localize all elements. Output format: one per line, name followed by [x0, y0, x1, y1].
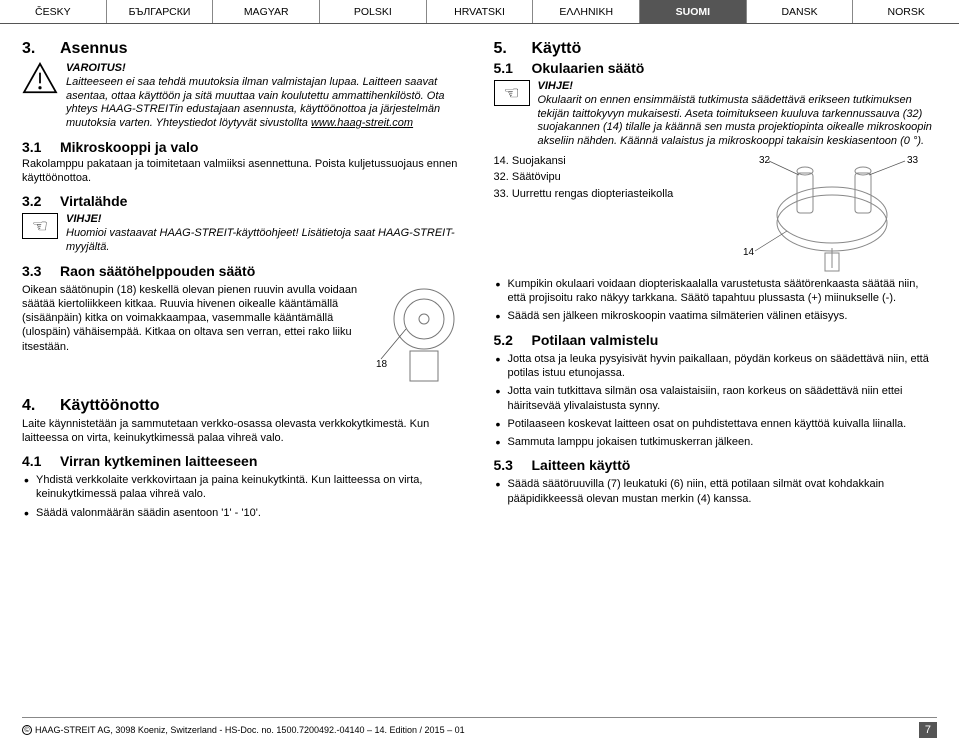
list-item: Jotta vain tutkittava silmän osa valaist… [494, 384, 938, 413]
ocular-diagram: 32 33 14 [737, 153, 937, 273]
tab-dansk[interactable]: DANSK [746, 0, 853, 23]
text-4: Laite käynnistetään ja sammutetaan verkk… [22, 417, 466, 446]
tab-suomi[interactable]: SUOMI [639, 0, 746, 23]
list-4-1: Yhdistä verkkolaite verkkovirtaan ja pai… [22, 473, 466, 520]
language-tabs: ČESKY БЪЛГАРСКИ MAGYAR POLSKI HRVATSKI Ε… [0, 0, 959, 24]
list-item: Säädä sen jälkeen mikroskoopin vaatima s… [494, 309, 938, 323]
list-5-2: Jotta otsa ja leuka pysyisivät hyvin pai… [494, 352, 938, 450]
section-3-3: Oikean säätönupin (18) keskellä olevan p… [22, 281, 466, 391]
part-labels: 14. Suojakansi 32. Säätövipu 33. Uurrett… [494, 153, 728, 203]
heading-3: 3.Asennus [22, 40, 466, 58]
hint-block-3-2: ☜ VIHJE! Huomioi vastaavat HAAG-STREIT-k… [22, 213, 466, 254]
text-3-3: Oikean säätönupin (18) keskellä olevan p… [22, 283, 366, 385]
tab-norsk[interactable]: NORSK [852, 0, 959, 23]
warning-text: VAROITUS! Laitteeseen ei saa tehdä muuto… [66, 62, 466, 131]
knob-diagram: 18 [376, 281, 466, 391]
label-33: 33 [907, 155, 919, 166]
list-5-3: Säädä säätöruuvilla (7) leukatuki (6) ni… [494, 477, 938, 506]
copyright-icon: © [22, 725, 32, 735]
hint-text: VIHJE! Huomioi vastaavat HAAG-STREIT-käy… [66, 213, 466, 254]
tab-cesky[interactable]: ČESKY [0, 0, 106, 23]
footer: © HAAG-STREIT AG, 3098 Koeniz, Switzerla… [22, 717, 937, 738]
tab-magyar[interactable]: MAGYAR [212, 0, 319, 23]
tab-bulgarian[interactable]: БЪЛГАРСКИ [106, 0, 213, 23]
label-14: 14 [743, 247, 755, 258]
heading-4-1: 4.1Virran kytkeminen laitteeseen [22, 453, 466, 469]
text-3-1: Rakolamppu pakataan ja toimitetaan valmi… [22, 157, 466, 186]
warning-icon [22, 62, 58, 94]
heading-4: 4.Käyttöönotto [22, 397, 466, 415]
heading-5-3: 5.3Laitteen käyttö [494, 457, 938, 473]
label-18: 18 [376, 359, 388, 370]
page-body: 3.Asennus VAROITUS! Laitteeseen ei saa t… [0, 24, 959, 524]
heading-3-2: 3.2Virtalähde [22, 193, 466, 209]
page-number: 7 [919, 722, 937, 738]
tab-greek[interactable]: ΕΛΛΗΝΙΚΗ [532, 0, 639, 23]
label-32: 32 [759, 155, 771, 166]
list-item: Kumpikin okulaari voidaan diopteriskaala… [494, 277, 938, 306]
list-item: Säädä valonmäärän säädin asentoon '1' - … [22, 506, 466, 520]
heading-5: 5.Käyttö [494, 40, 938, 58]
heading-5-1: 5.1Okulaarien säätö [494, 60, 938, 76]
list-item: Potilaaseen koskevat laitteen osat on pu… [494, 417, 938, 431]
list-item: Jotta otsa ja leuka pysyisivät hyvin pai… [494, 352, 938, 381]
tab-hrvatski[interactable]: HRVATSKI [426, 0, 533, 23]
list-5-1: Kumpikin okulaari voidaan diopteriskaala… [494, 277, 938, 324]
link-haag-streit[interactable]: www.haag-streit.com [311, 117, 413, 129]
hint-icon: ☜ [494, 80, 530, 106]
list-item: Yhdistä verkkolaite verkkovirtaan ja pai… [22, 473, 466, 502]
heading-3-1: 3.1Mikroskooppi ja valo [22, 139, 466, 155]
heading-3-3: 3.3Raon säätöhelppouden säätö [22, 263, 466, 279]
hint-text-5-1: VIHJE! Okulaarit on ennen ensimmäistä tu… [538, 80, 938, 149]
hint-block-5-1: ☜ VIHJE! Okulaarit on ennen ensimmäistä … [494, 80, 938, 149]
list-item: Säädä säätöruuvilla (7) leukatuki (6) ni… [494, 477, 938, 506]
warning-block: VAROITUS! Laitteeseen ei saa tehdä muuto… [22, 62, 466, 131]
hint-icon: ☜ [22, 213, 58, 239]
copyright: © HAAG-STREIT AG, 3098 Koeniz, Switzerla… [22, 722, 465, 738]
tab-polski[interactable]: POLSKI [319, 0, 426, 23]
left-column: 3.Asennus VAROITUS! Laitteeseen ei saa t… [22, 34, 466, 524]
list-item: Sammuta lamppu jokaisen tutkimuskerran j… [494, 435, 938, 449]
right-column: 5.Käyttö 5.1Okulaarien säätö ☜ VIHJE! Ok… [494, 34, 938, 524]
heading-5-2: 5.2Potilaan valmistelu [494, 332, 938, 348]
labels-and-diagram: 14. Suojakansi 32. Säätövipu 33. Uurrett… [494, 153, 938, 273]
